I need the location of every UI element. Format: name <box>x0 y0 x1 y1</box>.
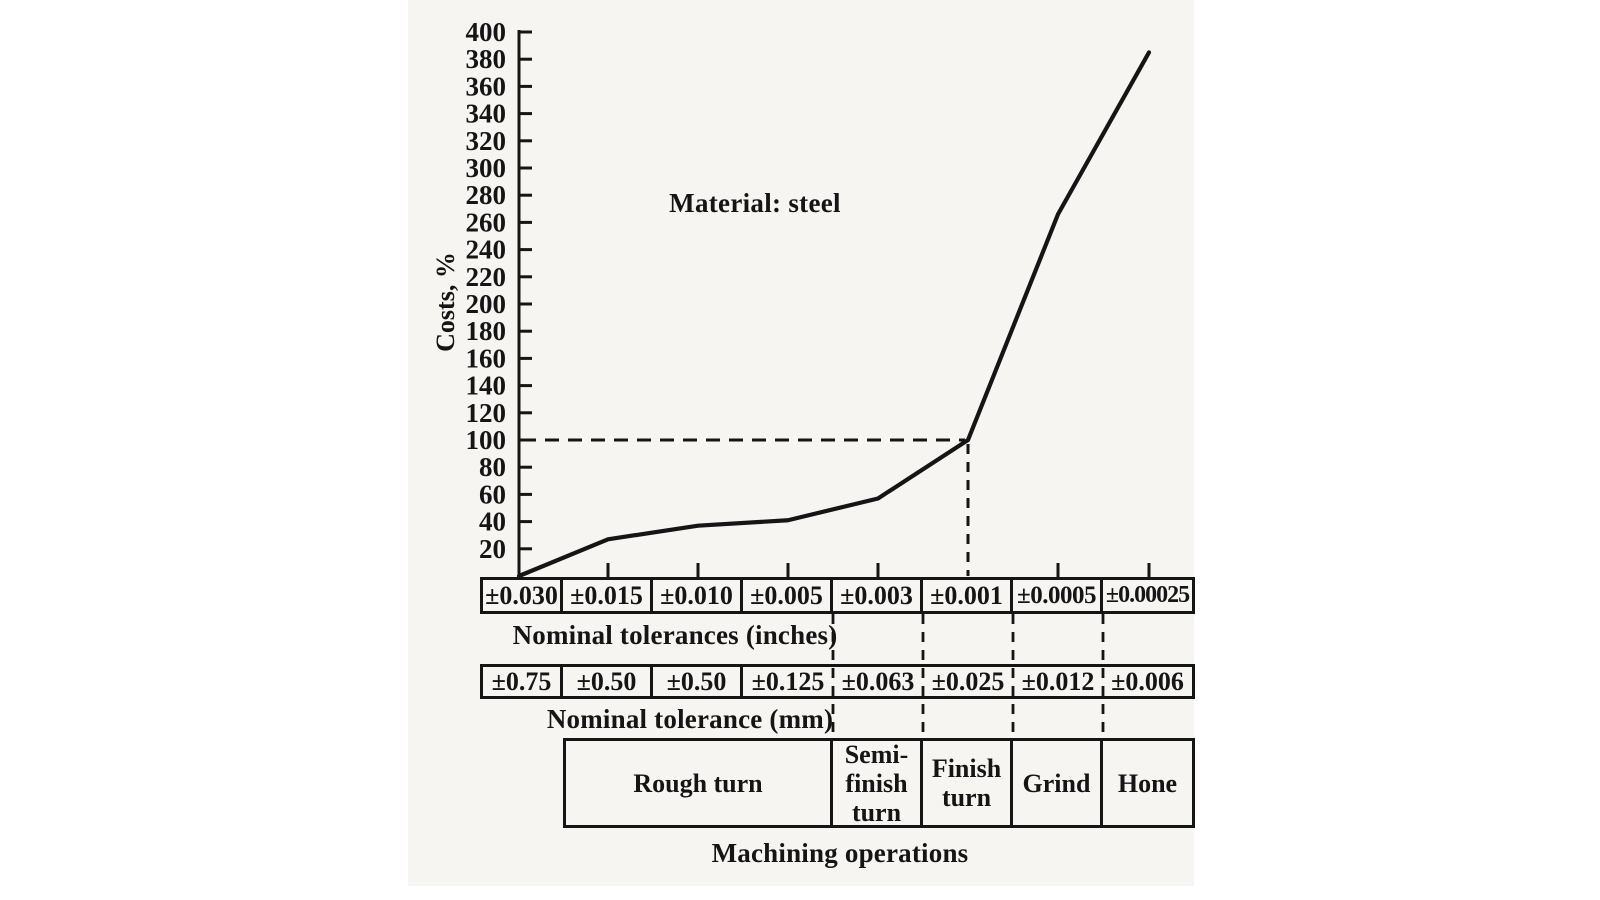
tolerance-mm-cell: ±0.006 <box>1111 666 1184 696</box>
tolerance-mm-cell: ±0.50 <box>563 667 653 696</box>
tolerance-inches-cell: ±0.030 <box>483 580 563 611</box>
y-tick-label: 400 <box>466 17 507 47</box>
mm-row-label: Nominal tolerance (mm) <box>546 704 834 734</box>
y-tick-label: 140 <box>466 371 507 401</box>
inches-row-label: Nominal tolerances (inches) <box>512 620 838 650</box>
y-tick-label: 340 <box>466 99 507 129</box>
y-tick-label: 100 <box>466 425 507 455</box>
tolerance-inches-cell: ±0.010 <box>653 580 743 611</box>
y-tick-label: 360 <box>466 71 507 101</box>
y-tick-label: 320 <box>466 126 507 156</box>
y-tick-label: 280 <box>466 180 507 210</box>
y-tick-label: 380 <box>466 44 507 74</box>
y-tick-label: 260 <box>466 207 507 237</box>
y-tick-label: 160 <box>466 343 507 373</box>
tolerance-inches-cell: ±0.015 <box>563 580 653 611</box>
tolerance-inches-cell: ±0.00025 <box>1105 582 1190 608</box>
y-tick-label: 200 <box>466 289 507 319</box>
y-tick-label: 120 <box>466 398 507 428</box>
y-tick-label: 40 <box>479 507 506 537</box>
operations-label: Machining operations <box>711 838 969 868</box>
y-tick-label: 300 <box>466 153 507 183</box>
operation-cell: Grind <box>1013 741 1103 825</box>
y-tick-label: 60 <box>479 479 506 509</box>
y-tick-label: 80 <box>479 452 506 482</box>
tolerance-inches-cell: ±0.005 <box>743 580 833 611</box>
y-axis-label: Costs, % <box>431 252 460 352</box>
tolerance-table-inches: ±0.030 ±0.015 ±0.010 ±0.005 ±0.003 ±0.00… <box>480 577 1195 614</box>
operation-cell: Finish turn <box>923 741 1013 825</box>
tolerance-mm-cell: ±0.025 <box>931 666 1005 696</box>
tolerance-mm-cell: ±0.75 <box>483 667 563 696</box>
y-tick-label: 180 <box>466 316 507 346</box>
cost-curve <box>516 50 1152 579</box>
material-annotation: Material: steel <box>669 188 841 218</box>
operation-cell: Hone <box>1117 768 1178 798</box>
tolerance-inches-cell: ±0.003 <box>833 580 923 611</box>
tolerance-mm-cell: ±0.012 <box>1021 666 1095 696</box>
machining-operations-table: Rough turn Semi-finish turn Finish turn … <box>563 738 1195 828</box>
tolerance-mm-cell: ±0.50 <box>653 667 743 696</box>
y-tick-label: 220 <box>466 262 507 292</box>
tolerance-mm-cell: ±0.063 <box>841 666 915 696</box>
tolerance-mm-cell: ±0.125 <box>751 666 825 696</box>
tolerance-inches-cell: ±0.001 <box>923 580 1013 611</box>
operation-cell: Rough turn <box>566 741 833 825</box>
tolerance-inches-cell: ±0.0005 <box>1013 580 1103 611</box>
operation-cell: Semi-finish turn <box>833 740 923 827</box>
y-tick-label: 20 <box>479 534 506 564</box>
y-tick-label: 240 <box>466 235 507 265</box>
tolerance-table-mm: ±0.75 ±0.50 ±0.50 ±0.125 ±0.063 ±0.025 ±… <box>480 664 1195 699</box>
